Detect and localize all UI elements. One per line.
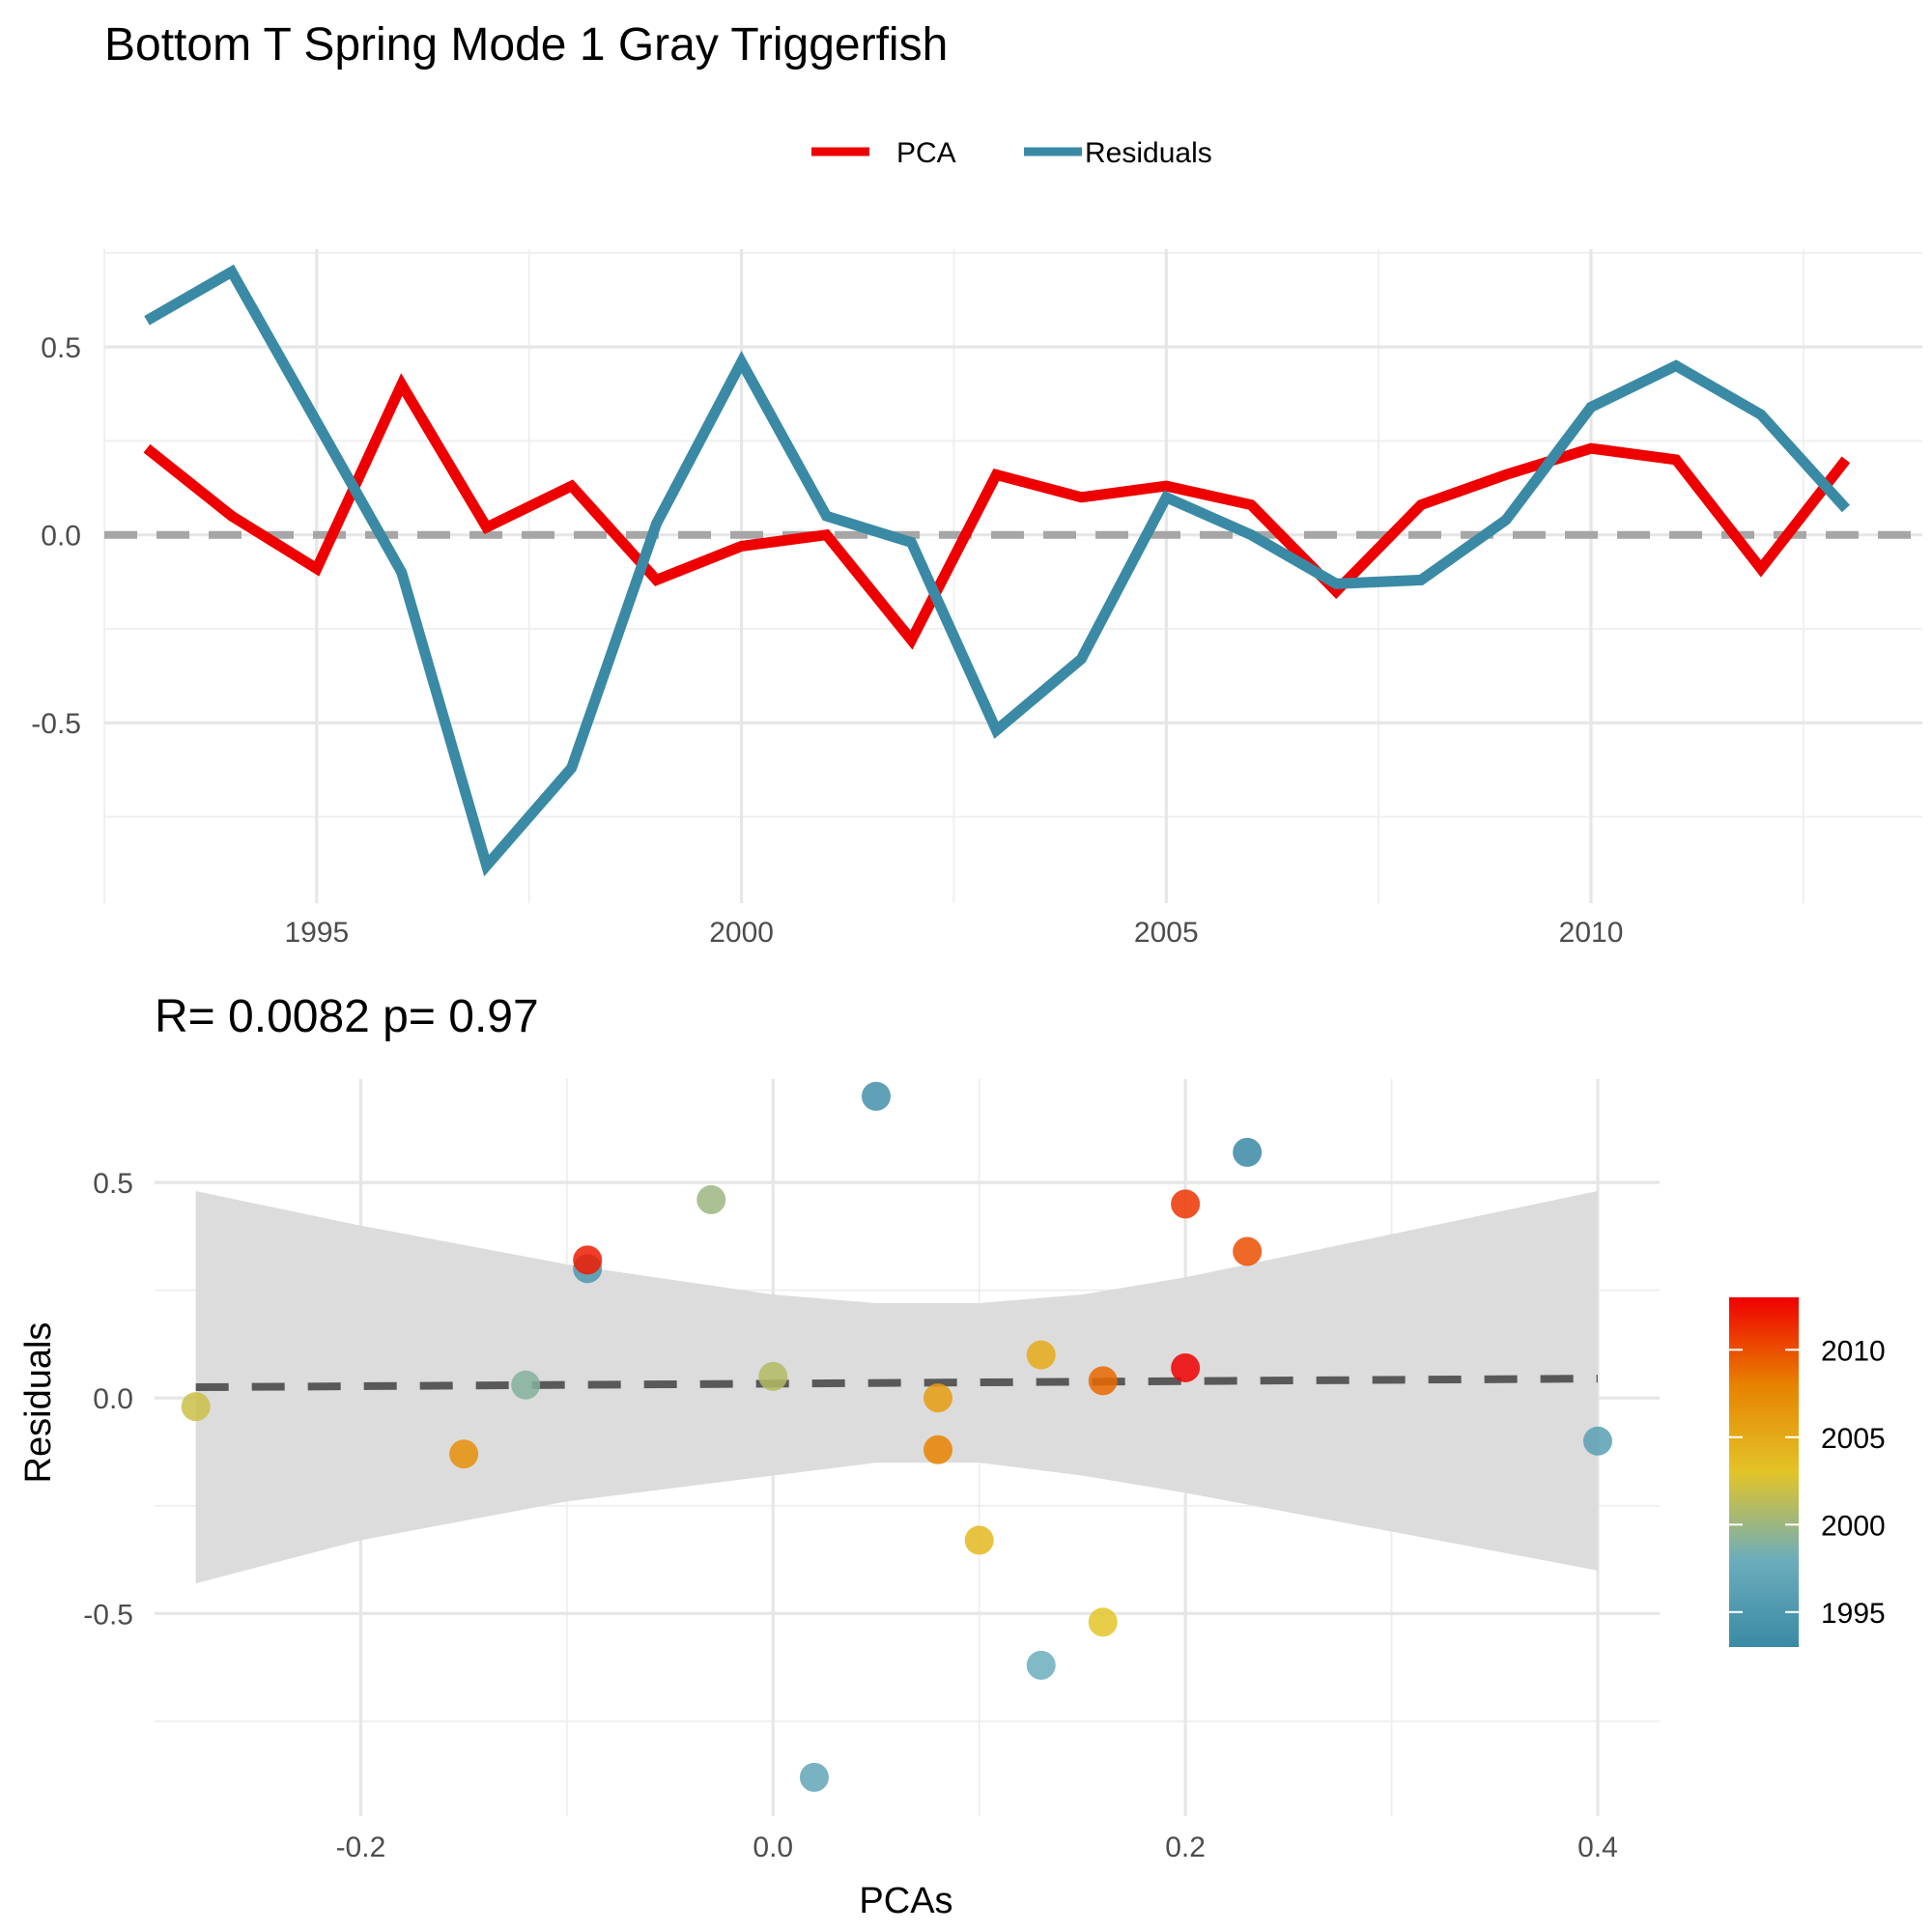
chart-title: Bottom T Spring Mode 1 Gray Triggerfish: [104, 19, 948, 71]
scatter-y-axis-title: Residuals: [18, 1322, 59, 1484]
colorbar-tick-label: 2005: [1821, 1423, 1886, 1455]
scatter-point: [861, 1081, 891, 1111]
scatter-point: [1233, 1137, 1263, 1167]
scatter-point: [923, 1435, 953, 1464]
y-tick-label: 0.0: [93, 1383, 133, 1415]
legend: PCA Residuals: [811, 137, 1212, 169]
scatter-point: [923, 1383, 953, 1413]
colorbar-tick-label: 2010: [1821, 1335, 1886, 1367]
scatter-title: R= 0.0082 p= 0.97: [155, 991, 539, 1042]
timeseries-gridlines: [103, 249, 1922, 903]
scatter-point: [511, 1370, 541, 1400]
scatter-point: [964, 1525, 994, 1555]
colorbar-ticks: 1995 2000 2005 2010: [1729, 1335, 1886, 1630]
y-tick-label: 0.5: [93, 1168, 133, 1200]
regression-fit-line: [195, 1375, 1598, 1392]
x-tick-label: 0.2: [1165, 1832, 1206, 1863]
colorbar-tick-label: 2000: [1821, 1510, 1886, 1542]
scatter-point: [1171, 1352, 1201, 1382]
y-tick-label: -0.5: [83, 1599, 133, 1631]
scatter-point: [1582, 1426, 1612, 1456]
scatter-point: [1026, 1340, 1056, 1370]
legend-label-pca: PCA: [896, 137, 956, 169]
scatter-x-ticks: -0.2 0.0 0.2 0.4: [336, 1832, 1618, 1863]
timeseries-panel: 1995 2000 2005 2010 -0.5 0.0 0.5: [31, 249, 1922, 949]
residuals-series-line: [144, 264, 1850, 877]
scatter-point: [1233, 1236, 1263, 1266]
scatter-point: [696, 1184, 726, 1214]
scatter-y-ticks: -0.5 0.0 0.5: [83, 1168, 133, 1631]
colorbar-tick-label: 1995: [1821, 1598, 1886, 1630]
timeseries-y-ticks: -0.5 0.0 0.5: [31, 332, 81, 740]
scatter-point: [1088, 1607, 1118, 1637]
x-tick-label: 0.4: [1577, 1832, 1618, 1863]
scatter-point: [449, 1439, 479, 1469]
scatter-points: [181, 1081, 1612, 1792]
x-tick-label: -0.2: [336, 1832, 386, 1863]
confidence-band: [195, 1191, 1599, 1584]
scatter-point: [758, 1361, 788, 1391]
y-tick-label: 0.5: [41, 332, 81, 364]
x-tick-label: 2000: [709, 917, 774, 949]
colorbar: 1995 2000 2005 2010: [1729, 1297, 1886, 1647]
scatter-point: [181, 1392, 211, 1422]
pca-series-line: [143, 373, 1851, 650]
scatter-point: [1171, 1189, 1201, 1219]
y-tick-label: -0.5: [31, 708, 81, 740]
scatter-point: [573, 1245, 603, 1275]
scatter-panel: -0.2 0.0 0.2 0.4 -0.5 0.0 0.5 PCAs Residuals: [18, 1079, 1660, 1921]
x-tick-label: 2005: [1134, 917, 1199, 949]
x-tick-label: 1995: [284, 917, 349, 949]
y-tick-label: 0.0: [41, 521, 81, 553]
timeseries-x-ticks: 1995 2000 2005 2010: [284, 917, 1623, 949]
scatter-point: [1088, 1366, 1118, 1396]
scatter-x-axis-title: PCAs: [859, 1881, 952, 1921]
x-tick-label: 2010: [1559, 917, 1624, 949]
scatter-point: [1026, 1650, 1056, 1680]
scatter-point: [799, 1762, 829, 1792]
x-tick-label: 0.0: [753, 1832, 793, 1863]
legend-label-residuals: Residuals: [1085, 137, 1212, 169]
colorbar-gradient: [1729, 1297, 1799, 1647]
